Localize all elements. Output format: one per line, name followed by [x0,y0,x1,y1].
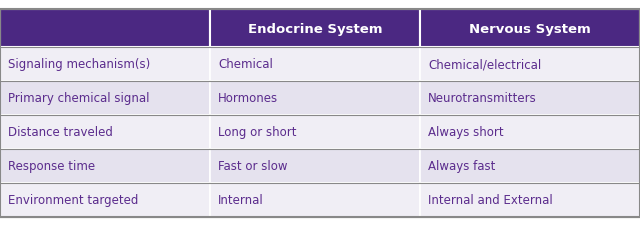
Bar [0,116,210,149]
Bar [0,48,210,82]
Bar [0,183,210,217]
Text: Hormones: Hormones [218,92,278,105]
Bar [420,48,640,82]
Bar [210,116,420,149]
Bar [210,48,420,82]
Bar [420,183,640,217]
Text: Long or short: Long or short [218,126,296,139]
Bar [420,116,640,149]
Text: Distance traveled: Distance traveled [8,126,113,139]
Text: Chemical: Chemical [218,58,273,71]
Bar [420,149,640,183]
Bar [210,183,420,217]
Bar [210,10,420,48]
Text: Signaling mechanism(s): Signaling mechanism(s) [8,58,150,71]
Bar [210,82,420,116]
Bar [210,149,420,183]
Text: Internal: Internal [218,194,264,207]
Bar [420,10,640,48]
Bar [0,82,210,116]
Bar [420,82,640,116]
Text: Internal and External: Internal and External [428,194,553,207]
Text: Always fast: Always fast [428,160,495,173]
Text: Endocrine System: Endocrine System [248,22,382,35]
Text: Response time: Response time [8,160,95,173]
Text: Nervous System: Nervous System [469,22,591,35]
Bar [0,149,210,183]
Text: Fast or slow: Fast or slow [218,160,287,173]
Text: Primary chemical signal: Primary chemical signal [8,92,150,105]
Bar [0,10,210,48]
Text: Chemical/electrical: Chemical/electrical [428,58,541,71]
Text: Always short: Always short [428,126,504,139]
Text: Neurotransmitters: Neurotransmitters [428,92,537,105]
Text: Environment targeted: Environment targeted [8,194,138,207]
